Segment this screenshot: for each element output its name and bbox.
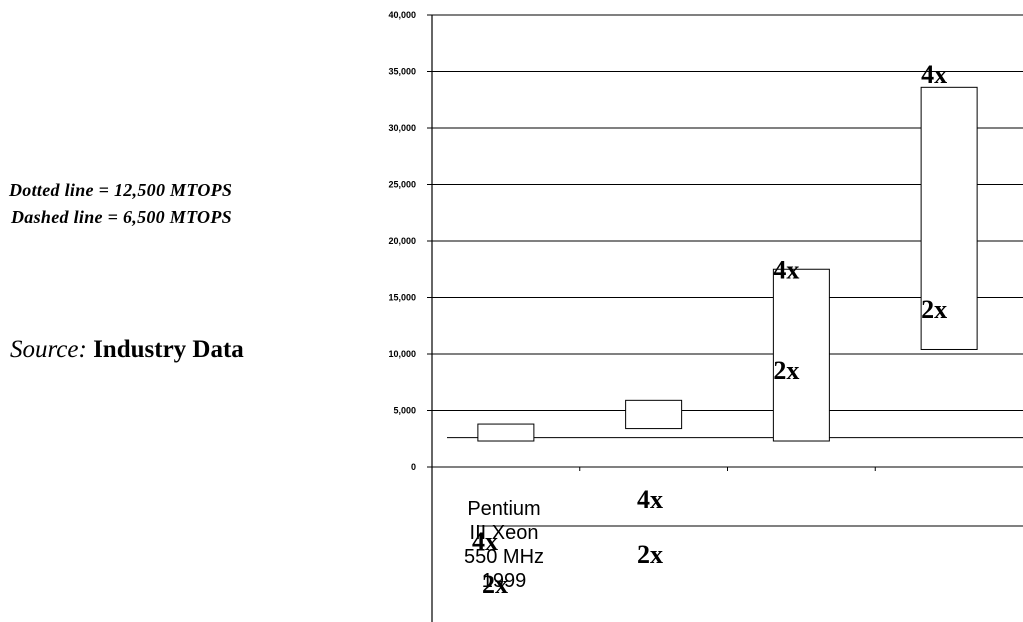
category-label-line: 550 MHz bbox=[463, 546, 545, 568]
multiplier-label: 4x bbox=[773, 255, 799, 284]
multiplier-label: 4x bbox=[921, 60, 947, 89]
range-bar bbox=[920, 86, 978, 350]
dotted-line-note: Dotted line = 12,500 MTOPS bbox=[9, 180, 233, 200]
category-label-pentium-iii-xeon: Pentium III Xeon 550 MHz 1999 bbox=[434, 497, 574, 593]
axes bbox=[427, 14, 1023, 622]
multiplier-label: 4x bbox=[472, 527, 498, 556]
y-tick-label: 30,000 bbox=[388, 123, 416, 133]
y-tick-label: 5,000 bbox=[393, 406, 416, 416]
y-tick-label: 10,000 bbox=[388, 349, 416, 359]
multiplier-label: 4x bbox=[637, 485, 663, 514]
multiplier-label: 2x bbox=[637, 540, 663, 569]
dashed-line-note: Dashed line = 6,500 MTOPS bbox=[11, 207, 232, 227]
y-tick-label: 25,000 bbox=[388, 180, 416, 190]
bars bbox=[477, 86, 978, 442]
range-bar bbox=[625, 399, 683, 430]
multiplier-label: 2x bbox=[482, 570, 508, 599]
y-tick-label: 15,000 bbox=[388, 293, 416, 303]
below-axis-area: 4x 2x 4x 2x bbox=[472, 485, 1023, 599]
source-note: Source: Industry Data bbox=[10, 336, 244, 364]
y-tick-label: 35,000 bbox=[388, 67, 416, 77]
y-tick-labels: 0 5,000 10,000 15,000 20,000 25,000 30,000 35,0… bbox=[388, 10, 416, 472]
multiplier-label: 2x bbox=[921, 295, 947, 324]
source-value: Industry Data bbox=[93, 336, 244, 363]
y-tick-label: 20,000 bbox=[388, 236, 416, 246]
y-tick-label: 40,000 bbox=[388, 10, 416, 20]
category-label-line: III Xeon bbox=[469, 522, 539, 544]
y-tick-label: 0 bbox=[411, 462, 416, 472]
source-label: Source: bbox=[10, 336, 87, 363]
category-label-line: Pentium bbox=[467, 498, 541, 520]
multiplier-labels: 4x 2x 4x 2x bbox=[773, 60, 947, 385]
gridlines bbox=[432, 14, 1023, 439]
range-bar bbox=[477, 423, 535, 442]
multiplier-label: 2x bbox=[773, 356, 799, 385]
range-bar bbox=[772, 268, 830, 442]
category-label-line: 1999 bbox=[481, 570, 527, 592]
